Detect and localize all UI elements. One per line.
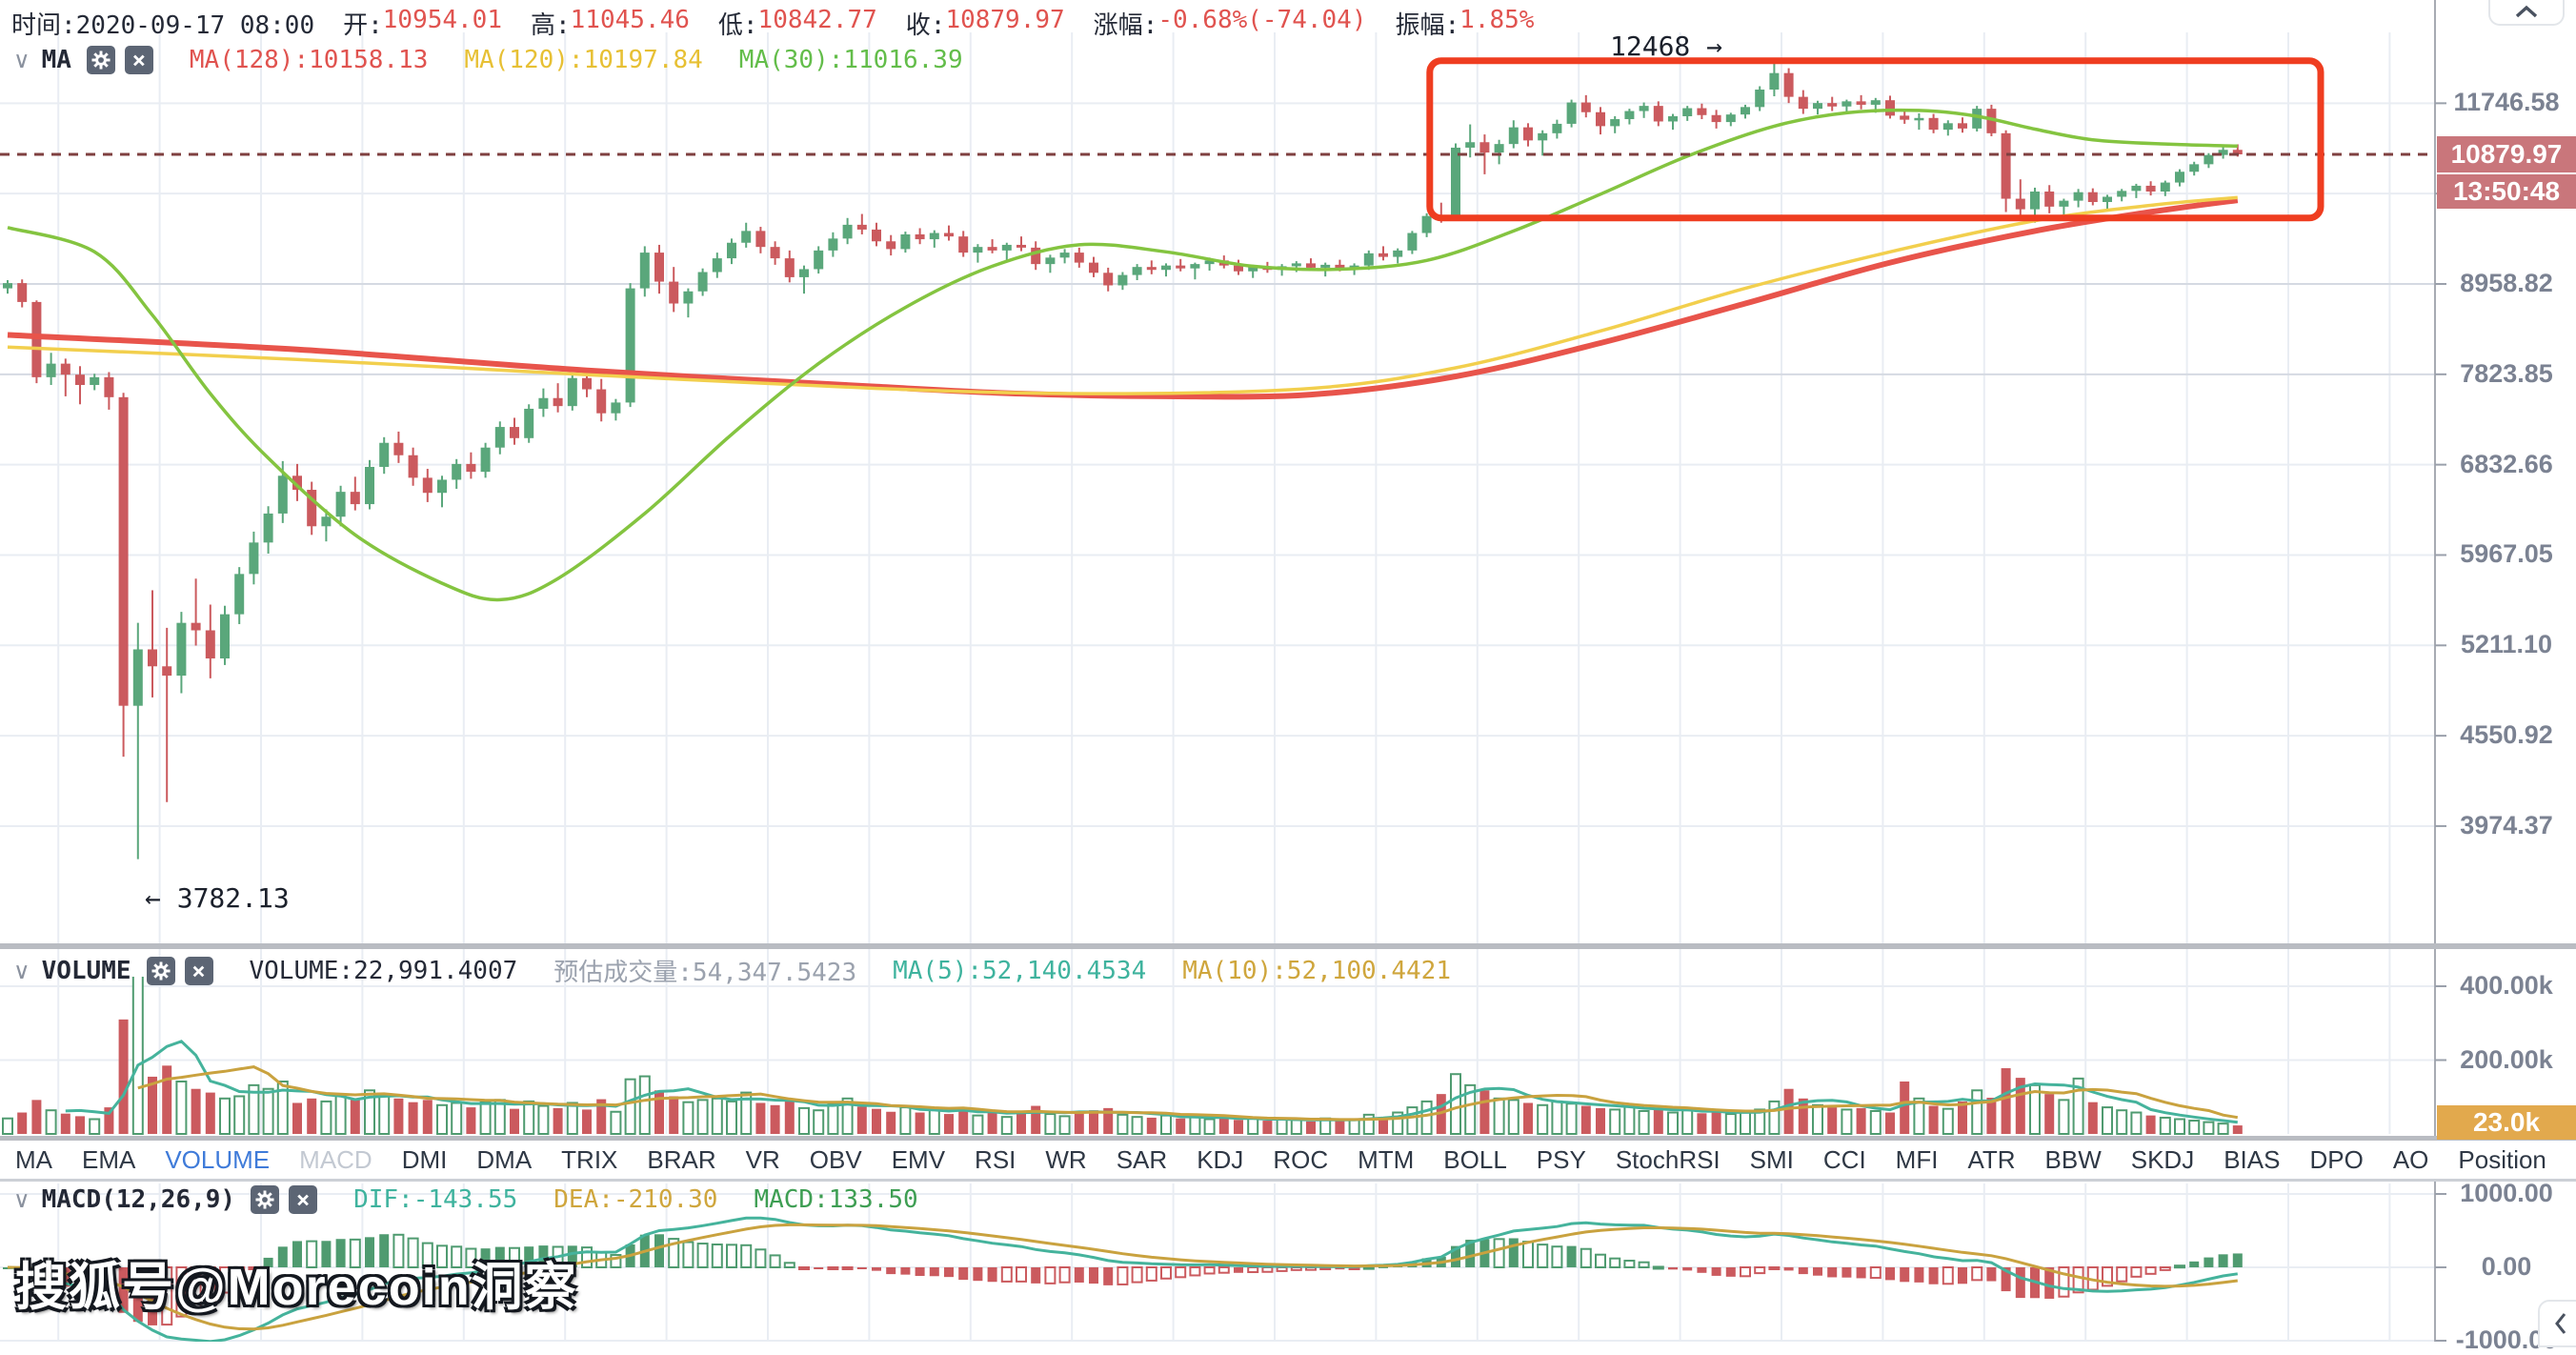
tab-bbw[interactable]: BBW <box>2045 1145 2102 1175</box>
tab-stochrsi[interactable]: StochRSI <box>1616 1145 1721 1175</box>
low-price-annotation: ← 3782.13 <box>145 882 290 914</box>
tab-ema[interactable]: EMA <box>82 1145 135 1175</box>
dif-value: DIF:-143.55 <box>353 1185 517 1214</box>
tab-dpo[interactable]: DPO <box>2309 1145 2363 1175</box>
collapse-toolbar-tab[interactable] <box>2488 0 2565 26</box>
ohlc-info-bar: 时间:2020-09-17 08:00 开:10954.01 高:11045.4… <box>11 6 1534 41</box>
close-icon[interactable]: × <box>125 46 153 74</box>
dea-value: DEA:-210.30 <box>553 1185 717 1214</box>
volume-ma5-legend: MA(5):52,140.4534 <box>893 957 1146 985</box>
peak-price-annotation: 12468 → <box>1610 30 1722 62</box>
open-field: 开:10954.01 <box>343 6 502 41</box>
amplitude-field: 振幅:1.85% <box>1395 6 1534 41</box>
macd-section-title: MACD(12,26,9) <box>42 1185 236 1214</box>
close-icon[interactable]: × <box>289 1185 317 1214</box>
ma128-legend: MA(128):10158.13 <box>190 46 428 74</box>
tab-smi[interactable]: SMI <box>1750 1145 1794 1175</box>
pane-resize-handle-price-volume[interactable] <box>0 943 2576 949</box>
tab-cci[interactable]: CCI <box>1823 1145 1866 1175</box>
high-field: 高:11045.46 <box>531 6 690 41</box>
tab-emv[interactable]: EMV <box>892 1145 945 1175</box>
close-icon[interactable]: × <box>185 957 213 985</box>
tab-wr[interactable]: WR <box>1045 1145 1086 1175</box>
current-price-badge: 10879.97 <box>2437 136 2576 172</box>
volume-section-title: VOLUME <box>42 957 131 985</box>
volume-indicator-header: ∨ VOLUME × VOLUME:22,991.4007 预估成交量:54,3… <box>13 953 1451 988</box>
ma-section-title: MA <box>42 46 71 74</box>
low-field: 低:10842.77 <box>718 6 877 41</box>
tab-volume[interactable]: VOLUME <box>165 1145 270 1175</box>
ma30-legend: MA(30):11016.39 <box>739 46 963 74</box>
time-value: 时间:2020-09-17 08:00 <box>11 6 314 41</box>
chevron-down-icon[interactable]: ∨ <box>13 1186 30 1213</box>
tab-skdj[interactable]: SKDJ <box>2131 1145 2194 1175</box>
change-field: 涨幅:-0.68%(-74.04) <box>1094 6 1367 41</box>
tab-atr[interactable]: ATR <box>1967 1145 2015 1175</box>
chevron-left-icon <box>2552 1311 2569 1336</box>
gear-icon[interactable] <box>251 1185 279 1214</box>
macd-value: MACD:133.50 <box>754 1185 917 1214</box>
estimated-volume-value: 预估成交量:54,347.5423 <box>553 953 856 988</box>
chevron-up-icon <box>2513 4 2540 19</box>
tab-roc[interactable]: ROC <box>1273 1145 1328 1175</box>
tab-psy[interactable]: PSY <box>1537 1145 1586 1175</box>
tab-sar[interactable]: SAR <box>1117 1145 1167 1175</box>
expand-side-panel-tab[interactable] <box>2538 1300 2576 1347</box>
tabbar-bottom-border <box>0 1179 2576 1182</box>
volume-ma10-legend: MA(10):52,100.4421 <box>1182 957 1451 985</box>
tab-trix[interactable]: TRIX <box>561 1145 617 1175</box>
indicator-tab-bar: MA EMA VOLUME MACD DMI DMA TRIX BRAR VR OBV EMV RSI… <box>0 1141 2576 1179</box>
chevron-down-icon[interactable]: ∨ <box>13 47 30 73</box>
tab-ma[interactable]: MA <box>15 1145 52 1175</box>
tab-dmi[interactable]: DMI <box>402 1145 448 1175</box>
tab-vr[interactable]: VR <box>746 1145 780 1175</box>
tab-bias[interactable]: BIAS <box>2224 1145 2280 1175</box>
watermark: 搜狐号@Morecoin洞察 <box>15 1244 578 1320</box>
ma120-legend: MA(120):10197.84 <box>464 46 702 74</box>
tab-rsi[interactable]: RSI <box>975 1145 1016 1175</box>
gear-icon[interactable] <box>87 46 115 74</box>
tab-mfi[interactable]: MFI <box>1896 1145 1939 1175</box>
tab-position[interactable]: Position <box>2458 1145 2546 1175</box>
tab-ao[interactable]: AO <box>2393 1145 2429 1175</box>
macd-indicator-header: ∨ MACD(12,26,9) × DIF:-143.55 DEA:-210.3… <box>13 1185 918 1214</box>
tab-mtm[interactable]: MTM <box>1358 1145 1414 1175</box>
tab-brar[interactable]: BRAR <box>647 1145 715 1175</box>
tab-dma[interactable]: DMA <box>476 1145 532 1175</box>
gear-icon[interactable] <box>147 957 175 985</box>
current-volume-badge: 23.0k <box>2437 1105 2576 1140</box>
close-field: 收:10879.97 <box>906 6 1065 41</box>
tab-boll[interactable]: BOLL <box>1443 1145 1507 1175</box>
volume-value: VOLUME:22,991.4007 <box>250 957 518 985</box>
tab-kdj[interactable]: KDJ <box>1197 1145 1243 1175</box>
ma-indicator-header: ∨ MA × MA(128):10158.13 MA(120):10197.84… <box>13 46 963 74</box>
chevron-down-icon[interactable]: ∨ <box>13 958 30 984</box>
tab-obv[interactable]: OBV <box>810 1145 862 1175</box>
candle-countdown-badge: 13:50:48 <box>2437 174 2576 209</box>
tab-macd[interactable]: MACD <box>299 1145 372 1175</box>
